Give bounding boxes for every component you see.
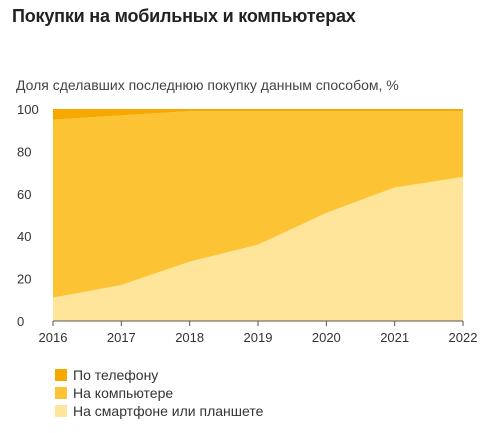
x-tick-label: 2022 <box>449 330 478 345</box>
y-tick-label: 60 <box>17 187 31 202</box>
legend-item-smartphone: На смартфоне или планшете <box>55 402 263 420</box>
x-tick-label: 2017 <box>107 330 136 345</box>
legend-label-phone: По телефону <box>73 367 159 383</box>
area-series-1 <box>53 111 463 298</box>
y-tick-label: 100 <box>17 102 39 117</box>
x-tick-label: 2016 <box>39 330 68 345</box>
x-tick-label: 2020 <box>312 330 341 345</box>
legend-swatch-smartphone <box>55 405 67 417</box>
area-series-2 <box>53 109 463 120</box>
legend-swatch-computer <box>55 387 67 399</box>
legend-label-smartphone: На смартфоне или планшете <box>73 403 264 419</box>
chart-title: Покупки на мобильных и компьютерах <box>12 6 356 26</box>
legend-label-computer: На компьютере <box>73 385 174 401</box>
y-tick-label: 0 <box>17 314 24 329</box>
y-tick-label: 80 <box>17 144 31 159</box>
legend-item-phone: По телефону <box>55 366 263 384</box>
x-tick-label: 2018 <box>175 330 204 345</box>
x-tick-label: 2021 <box>380 330 409 345</box>
chart-subtitle: Доля сделавших последнюю покупку данным … <box>16 77 399 93</box>
legend-item-computer: На компьютере <box>55 384 263 402</box>
chart-legend: По телефону На компьютере На смартфоне и… <box>55 366 263 420</box>
y-tick-label: 20 <box>17 272 31 287</box>
legend-swatch-phone <box>55 369 67 381</box>
x-tick-label: 2019 <box>244 330 273 345</box>
y-tick-label: 40 <box>17 229 31 244</box>
area-series-0 <box>53 176 463 321</box>
